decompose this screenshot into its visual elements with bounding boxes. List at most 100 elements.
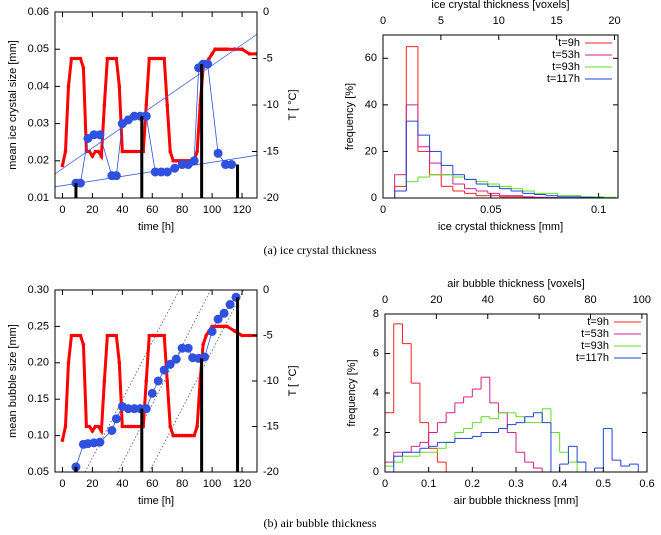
series-line: [55, 33, 257, 175]
plot-frame: [382, 34, 619, 199]
x-tick-label: 120: [233, 478, 251, 490]
point: [87, 424, 92, 429]
point: [78, 333, 83, 338]
x-tick-label: 0.05: [480, 204, 501, 216]
y-tick-label: 0.05: [28, 466, 49, 478]
x2-tick-label: 20: [608, 15, 620, 27]
x-tick-label: 0.2: [465, 478, 480, 490]
point: [120, 424, 125, 429]
point: [66, 84, 71, 89]
point: [75, 56, 80, 61]
point: [69, 56, 74, 61]
point: [114, 333, 119, 338]
point: [147, 56, 152, 61]
point: [95, 437, 105, 447]
point: [162, 333, 167, 338]
y-axis-label: mean bubble size [mm]: [7, 324, 19, 438]
point: [84, 424, 89, 429]
y-tick-label: 0.25: [28, 320, 49, 332]
series-line: [148, 290, 244, 472]
point: [162, 56, 167, 61]
point: [186, 433, 190, 438]
x2-tick-label: 0: [382, 294, 388, 306]
legend-label: t=9h: [587, 316, 609, 328]
point: [225, 47, 229, 51]
point: [170, 163, 180, 173]
x-tick-label: 0: [59, 478, 65, 490]
x-tick-label: 0.1: [421, 478, 436, 490]
point: [189, 156, 199, 166]
point: [105, 56, 110, 61]
point: [93, 424, 98, 429]
point: [111, 56, 116, 61]
point: [72, 56, 77, 61]
legend-label: t=53h: [581, 328, 609, 340]
x-axis-label: ice crystal thickness [mm]: [438, 221, 563, 233]
x2-tick-label: 10: [493, 15, 505, 27]
y-tick-label: 0.20: [28, 357, 49, 369]
x-tick-label: 60: [146, 204, 158, 216]
point: [90, 429, 95, 433]
point: [165, 103, 170, 107]
y-tick-label: 0: [373, 466, 379, 478]
point: [159, 365, 169, 375]
point: [99, 429, 104, 433]
point: [153, 56, 158, 61]
point: [201, 342, 205, 347]
point: [203, 59, 213, 69]
series-line: [84, 290, 180, 472]
x-tick-label: 120: [233, 204, 251, 216]
point: [147, 388, 157, 398]
point: [81, 66, 86, 70]
x-axis-label: time [h]: [138, 221, 174, 233]
point: [111, 171, 121, 181]
x-tick-label: 0: [380, 204, 386, 216]
legend-label: t=93h: [552, 61, 580, 73]
point: [174, 159, 178, 163]
point: [183, 433, 187, 438]
y2-tick-label: -20: [263, 466, 279, 478]
y-tick-label: 0.02: [28, 155, 49, 167]
point: [171, 433, 176, 438]
caption: (b) air bubble thickness: [264, 516, 377, 530]
x2-tick-label: 20: [430, 294, 442, 306]
point: [171, 159, 176, 163]
y-tick-label: 8: [373, 308, 379, 320]
legend-label: t=53h: [552, 49, 580, 61]
point: [207, 56, 211, 61]
point: [66, 361, 71, 365]
y2-tick-label: 0: [263, 6, 269, 18]
point: [213, 148, 223, 158]
y2-tick-label: -15: [263, 420, 279, 432]
point: [222, 324, 226, 329]
point: [219, 308, 229, 318]
y-tick-label: 0.06: [28, 6, 49, 18]
point: [63, 149, 68, 154]
point: [141, 404, 151, 414]
point: [132, 424, 137, 429]
point: [159, 56, 164, 61]
x2-tick-label: 40: [482, 294, 494, 306]
point: [99, 154, 104, 158]
point: [78, 56, 83, 61]
x-tick-label: 20: [86, 478, 98, 490]
point: [156, 56, 161, 61]
x-tick-label: 0: [59, 204, 65, 216]
point: [117, 361, 122, 365]
point: [240, 333, 244, 338]
legend-label: t=93h: [581, 340, 609, 352]
y-axis-label: frequency [%]: [346, 359, 358, 426]
plot-frame: [384, 313, 648, 473]
point: [123, 149, 128, 154]
y-tick-label: 0.05: [28, 43, 49, 55]
y-tick-label: 40: [365, 99, 377, 111]
point: [165, 379, 170, 383]
temperature-line: [61, 47, 257, 166]
point: [75, 178, 85, 188]
y-tick-label: 2: [373, 426, 379, 438]
point: [162, 167, 172, 177]
point: [129, 424, 134, 429]
x-tick-label: 60: [146, 478, 158, 490]
point: [232, 329, 237, 333]
